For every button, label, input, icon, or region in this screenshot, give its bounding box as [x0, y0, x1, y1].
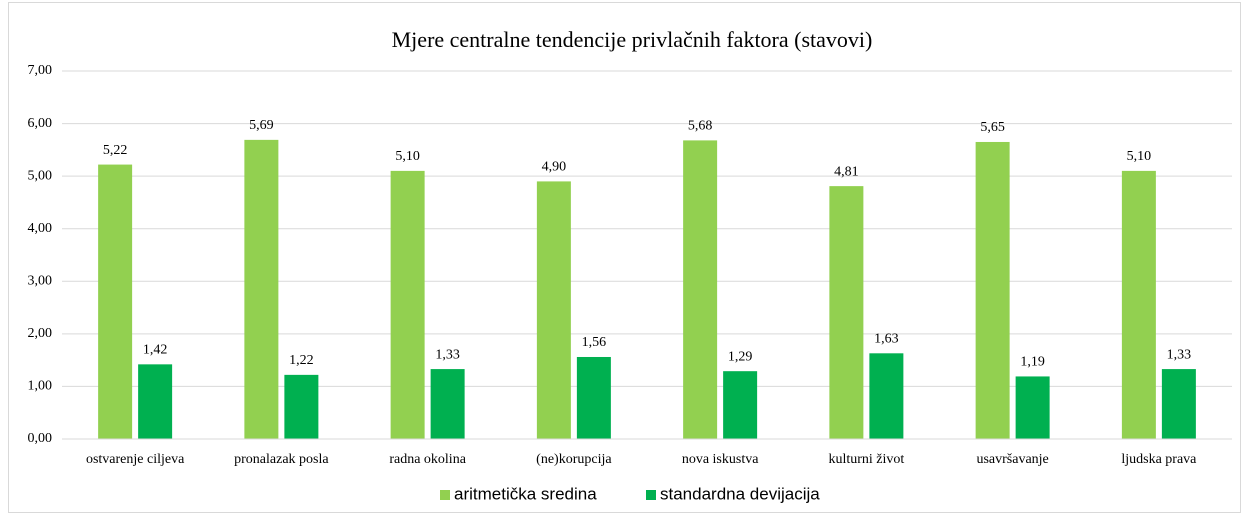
value-label: 5,68	[688, 119, 713, 134]
y-tick-label: 0,00	[28, 431, 53, 446]
x-tick-label: usavršavanje	[976, 452, 1048, 467]
chart-border	[8, 2, 1241, 513]
bar	[536, 181, 571, 439]
bar	[98, 164, 133, 439]
x-tick-label: kulturni život	[828, 452, 904, 467]
value-label: 5,69	[249, 118, 274, 133]
value-label: 1,33	[435, 347, 460, 362]
x-tick-label: radna okolina	[389, 452, 466, 467]
value-label: 1,42	[143, 343, 168, 358]
bar	[1161, 369, 1196, 439]
bar	[1121, 170, 1156, 439]
legend-swatch	[646, 490, 656, 500]
bar	[576, 356, 611, 439]
legend-label: aritmetička sredina	[454, 484, 597, 503]
x-tick-label: pronalazak posla	[234, 452, 329, 467]
y-tick-label: 6,00	[28, 116, 53, 131]
x-tick-label: ostvarenje ciljeva	[86, 452, 185, 467]
legend-swatch	[440, 490, 450, 500]
y-tick-label: 1,00	[28, 379, 53, 394]
value-label: 4,90	[542, 160, 567, 175]
value-label: 1,63	[874, 332, 899, 347]
bar	[138, 364, 173, 439]
legend-label: standardna devijacija	[660, 484, 820, 503]
x-tick-label: (ne)korupcija	[536, 452, 612, 467]
value-label: 1,19	[1020, 355, 1045, 370]
bar	[390, 170, 425, 439]
value-label: 1,33	[1167, 347, 1192, 362]
value-label: 5,22	[103, 143, 128, 158]
bar	[723, 371, 758, 439]
y-tick-label: 7,00	[28, 63, 53, 78]
value-label: 5,10	[1127, 149, 1152, 164]
bar	[869, 353, 904, 439]
x-tick-label: ljudska prava	[1121, 452, 1197, 467]
chart-title: Mjere centralne tendencije privlačnih fa…	[392, 27, 873, 52]
bar	[1015, 376, 1050, 439]
value-label: 5,65	[980, 120, 1005, 135]
bar	[975, 141, 1010, 439]
value-label: 4,81	[834, 164, 859, 179]
x-tick-label: nova iskustva	[682, 452, 759, 467]
y-tick-label: 2,00	[28, 326, 53, 341]
bar	[683, 140, 718, 439]
bar	[829, 186, 864, 439]
bar	[244, 139, 279, 439]
value-label: 1,29	[728, 349, 753, 364]
value-label: 1,56	[582, 335, 607, 350]
y-tick-label: 4,00	[28, 221, 53, 236]
bar	[284, 374, 319, 439]
value-label: 1,22	[289, 353, 314, 368]
value-label: 5,10	[395, 149, 420, 164]
y-tick-label: 5,00	[28, 168, 53, 183]
bar	[430, 369, 465, 439]
y-tick-label: 3,00	[28, 274, 53, 289]
